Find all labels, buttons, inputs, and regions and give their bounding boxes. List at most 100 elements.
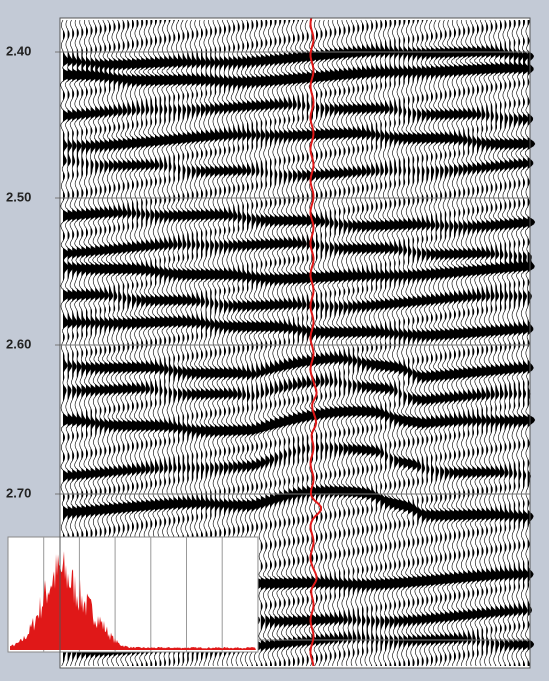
trace-fill — [297, 20, 307, 666]
trace-wiggle — [428, 19, 441, 667]
trace-fill — [113, 20, 123, 666]
trace-wiggle — [276, 19, 289, 667]
trace-wiggle — [336, 19, 348, 667]
trace-fill — [293, 20, 303, 666]
trace-fill — [495, 20, 504, 666]
trace-fill — [523, 20, 531, 666]
trace-fill — [187, 20, 197, 666]
trace-fill — [109, 20, 118, 666]
trace-wiggle — [345, 19, 358, 667]
trace-wiggle — [299, 19, 312, 667]
trace-wiggle — [317, 19, 330, 667]
trace-wiggle — [294, 19, 308, 667]
trace-wiggle — [267, 19, 280, 667]
trace-fill — [431, 20, 441, 666]
trace-wiggle — [312, 19, 325, 667]
section-border — [59, 17, 531, 669]
trace-fill — [426, 20, 436, 666]
trace-wiggle — [419, 19, 432, 667]
trace-wiggle — [373, 19, 384, 667]
well-trace — [309, 17, 322, 667]
trace-fill — [380, 20, 389, 666]
trace-wiggle — [460, 19, 473, 667]
trace-fill — [214, 20, 223, 666]
time-label: 2.60 — [6, 336, 31, 351]
trace-fill — [403, 20, 413, 666]
trace-fill — [504, 20, 513, 666]
trace-wiggle — [506, 19, 518, 667]
trace-wiggle — [382, 19, 394, 667]
trace-wiggle — [409, 19, 423, 667]
histogram-inset — [7, 536, 259, 653]
trace-wiggle — [280, 19, 294, 667]
trace-wiggle — [285, 19, 298, 667]
trace-fill — [191, 20, 201, 666]
trace-fill — [219, 20, 228, 666]
trace-wiggle — [368, 19, 379, 667]
trace-wiggle — [359, 19, 371, 667]
trace-fill — [127, 20, 136, 666]
trace-fill — [201, 20, 210, 666]
trace-fill — [205, 20, 215, 666]
trace-wiggle — [326, 19, 339, 667]
trace-wiggle — [515, 19, 527, 667]
trace-wiggle — [442, 19, 454, 667]
trace-wiggle — [387, 19, 399, 667]
trace-fill — [210, 20, 219, 666]
trace-fill — [412, 20, 422, 666]
trace-wiggle — [432, 19, 446, 667]
trace-fill — [518, 20, 527, 666]
trace-wiggle — [257, 19, 270, 667]
trace-fill — [178, 20, 187, 666]
trace-wiggle — [510, 19, 522, 667]
trace-wiggle — [497, 19, 509, 667]
trace-wiggle — [451, 19, 463, 667]
histogram-area — [10, 551, 256, 650]
trace-wiggle — [262, 19, 275, 667]
trace-wiggle — [340, 19, 353, 667]
trace-fill — [417, 20, 427, 666]
trace-fill — [408, 20, 418, 666]
trace-fill — [228, 20, 237, 666]
trace-fill — [500, 20, 509, 666]
trace-wiggle — [322, 19, 335, 667]
time-label: 2.50 — [6, 189, 31, 204]
trace-fill — [513, 20, 522, 666]
trace-wiggle — [492, 19, 505, 667]
trace-wiggle — [414, 19, 427, 667]
trace-fill — [224, 20, 232, 666]
trace-wiggle — [350, 19, 362, 667]
trace-wiggle — [437, 19, 450, 667]
trace-fill — [306, 20, 316, 666]
trace-wiggle — [400, 19, 413, 667]
trace-wiggle — [271, 19, 284, 667]
trace-fill — [375, 20, 384, 666]
trace-wiggle — [469, 19, 482, 667]
trace-fill — [279, 20, 289, 666]
trace-fill — [302, 20, 312, 666]
trace-wiggle — [303, 19, 317, 667]
trace-wiggle — [391, 19, 404, 667]
trace-wiggle — [289, 19, 303, 667]
trace-wiggle — [377, 19, 389, 667]
trace-wiggle — [396, 19, 408, 666]
trace-wiggle — [478, 19, 491, 667]
trace-wiggle — [423, 19, 436, 667]
trace-fill — [265, 20, 274, 666]
trace-fill — [385, 20, 393, 666]
trace-wiggle — [483, 19, 496, 667]
trace-fill — [196, 20, 206, 666]
trace-wiggle — [520, 19, 531, 667]
trace-fill — [118, 20, 127, 666]
trace-fill — [122, 20, 132, 666]
trace-wiggle — [488, 19, 500, 667]
time-axis: 2.40 2.50 2.60 2.70 — [6, 43, 530, 641]
trace-wiggle — [331, 19, 343, 667]
trace-fill — [260, 20, 269, 666]
trace-wiggle — [446, 19, 459, 667]
time-label: 2.70 — [6, 485, 31, 500]
trace-wiggle — [455, 19, 468, 667]
trace-wiggle — [502, 19, 514, 667]
trace-fill — [182, 20, 192, 666]
